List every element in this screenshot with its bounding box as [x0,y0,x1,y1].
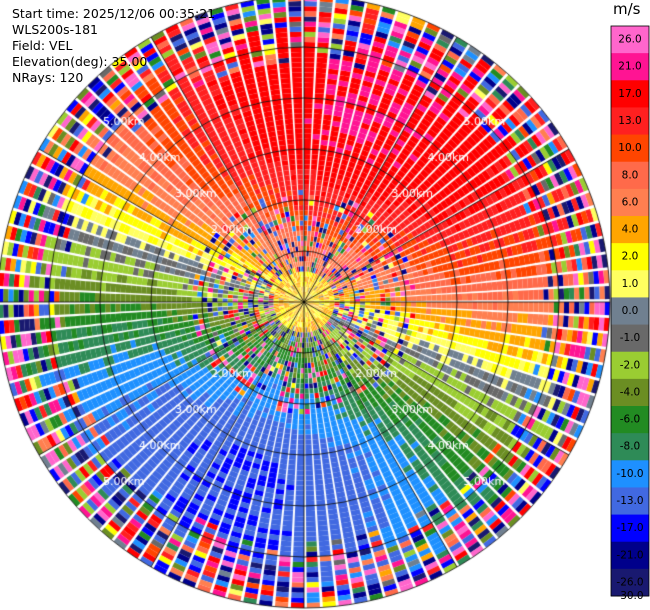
colorbar-tick-label: -13.0 [616,495,643,507]
colorbar-segment [611,161,649,190]
colorbar-segment [611,514,649,543]
colorbar-segment [611,460,649,488]
colorbar-segment [611,270,649,298]
colorbar-tick-label: 8.0 [622,169,639,181]
colorbar-tick-label: -1.0 [620,332,641,344]
colorbar-segment [611,297,649,326]
colorbar-tick-label: 4.0 [622,224,639,236]
colorbar-tick-label: 6.0 [622,196,639,208]
colorbar-tick-label: 21.0 [618,61,641,73]
colorbar-segment [611,134,649,163]
colorbar-tick-label: -2.0 [620,359,641,371]
colorbar-segment [611,568,649,597]
field-text: Field: VEL [12,38,73,53]
colorbar-segment [611,433,649,461]
colorbar-tick-label: -21.0 [616,549,643,561]
colorbar-segment [611,26,649,54]
colorbar-segment [611,243,649,271]
colorbar-segment [611,80,649,108]
colorbar-tick-label: 1.0 [622,278,639,290]
colorbar-frame [610,25,650,597]
colorbar-segment [611,406,649,434]
colorbar-tick-label: 10.0 [618,142,641,154]
colorbar-segment [611,378,649,407]
colorbar-tick-label: 17.0 [618,88,641,100]
colorbar-tick-label: -10.0 [616,468,643,480]
colorbar-tick-label: -17.0 [616,522,643,534]
colorbar-segment [611,487,649,516]
colorbar-segment [611,351,649,380]
colorbar-segment [611,541,649,570]
colorbar-segment [611,53,649,81]
colorbar-segment [611,188,649,217]
colorbar-tick-label: 26.0 [618,34,641,46]
station-text: WLS200s-181 [12,22,98,37]
colorbar-tick-label: 0.0 [622,305,639,317]
colorbar-tick-label: -4.0 [620,386,641,398]
colorbar-segment [611,324,649,353]
colorbar-unit: m/s [613,0,641,18]
nrays-text: NRays: 120 [12,70,84,85]
elevation-text: Elevation(deg): 35.00 [12,54,148,69]
colorbar-tick-label: 13.0 [618,115,641,127]
colorbar-tick-label: 2.0 [622,251,639,263]
colorbar-segment [611,107,649,136]
colorbar-tick-label: -26.0 [616,576,643,588]
colorbar-tick-label: -8.0 [620,441,641,453]
colorbar-tick-label: -6.0 [620,414,641,426]
colorbar-segment [611,216,649,244]
plot-info: Start time: 2025/12/06 00:35:21 WLS200s-… [12,6,215,86]
start-time-text: Start time: 2025/12/06 00:35:21 [12,6,216,21]
